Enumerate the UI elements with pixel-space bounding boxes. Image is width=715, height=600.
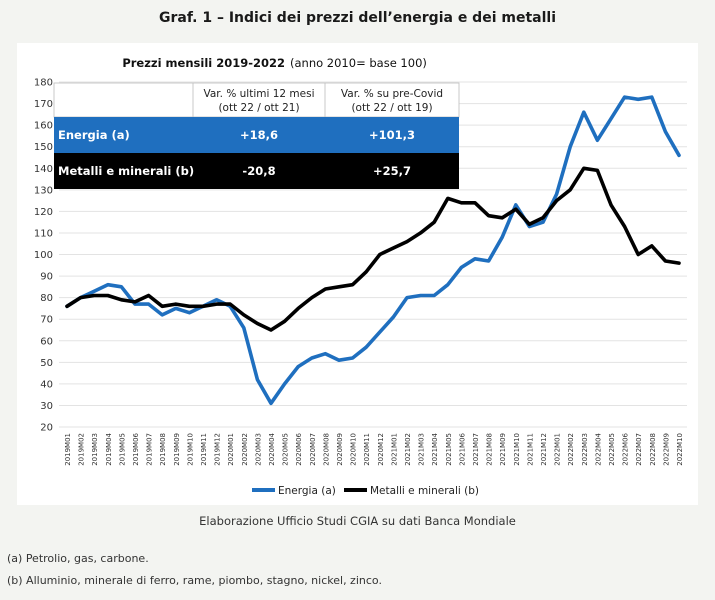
x-tick-label: 2020M02 xyxy=(241,433,249,466)
x-tick-label: 2022M02 xyxy=(567,433,575,466)
chart-title: Graf. 1 – Indici dei prezzi dell’energia… xyxy=(158,10,556,26)
x-tick-label: 2020M04 xyxy=(268,432,276,465)
table-row-metalli-bg xyxy=(54,153,459,189)
x-tick-label: 2020M10 xyxy=(350,433,358,466)
table-row-energia-v1: +18,6 xyxy=(240,128,278,142)
x-tick-label: 2021M10 xyxy=(513,433,521,466)
x-tick-label: 2022M10 xyxy=(676,433,684,466)
x-tick-label: 2021M08 xyxy=(486,433,494,466)
x-tick-label: 2019M05 xyxy=(118,433,126,466)
x-tick-label: 2021M09 xyxy=(499,433,507,466)
source-caption: Elaborazione Ufficio Studi CGIA su dati … xyxy=(199,514,516,528)
x-tick-label: 2020M06 xyxy=(295,432,303,465)
series-line-energia xyxy=(65,95,681,406)
x-tick-label: 2020M01 xyxy=(227,433,235,466)
table-row-energia-bg xyxy=(54,117,459,153)
y-tick-label: 130 xyxy=(34,185,53,196)
legend-metalli-label: Metalli e minerali (b) xyxy=(370,485,479,497)
x-tick-label: 2021M06 xyxy=(458,432,466,465)
x-tick-label: 2021M04 xyxy=(431,432,439,465)
x-tick-label: 2019M03 xyxy=(91,433,99,466)
table-row-energia-label: Energia (a) xyxy=(58,128,130,142)
x-tick-label: 2019M09 xyxy=(173,433,181,466)
x-tick-label: 2019M02 xyxy=(78,433,86,466)
series-line-metalli xyxy=(65,166,681,332)
line-chart: Prezzi mensili 2019-2022 (anno 2010= bas… xyxy=(34,56,687,497)
legend-energia-label: Energia (a) xyxy=(278,485,336,497)
y-tick-label: 90 xyxy=(40,272,53,283)
summary-table: Var. % ultimi 12 mesi (ott 22 / ott 21) … xyxy=(53,82,460,189)
table-header-col1-line1: Var. % ultimi 12 mesi xyxy=(203,88,314,100)
table-header-col2-line1: Var. % su pre-Covid xyxy=(341,88,443,100)
table-row-metalli-v1: -20,8 xyxy=(242,164,275,178)
y-tick-label: 170 xyxy=(34,99,53,110)
table-header-bg xyxy=(53,82,460,118)
y-tick-label: 140 xyxy=(34,164,53,175)
x-tick-label: 2019M12 xyxy=(214,433,222,466)
y-tick-label: 80 xyxy=(40,293,53,304)
y-tick-label: 100 xyxy=(34,250,53,261)
x-tick-label: 2021M11 xyxy=(526,433,534,466)
x-tick-label: 2020M11 xyxy=(363,433,371,466)
table-row-energia-v2: +101,3 xyxy=(369,128,415,142)
x-tick-label: 2022M05 xyxy=(608,433,616,466)
x-tick-label: 2019M11 xyxy=(200,433,208,466)
x-tick-label: 2019M07 xyxy=(146,433,154,466)
footnote-a: (a) Petrolio, gas, carbone. xyxy=(7,552,149,565)
chart-panel: Prezzi mensili 2019-2022 (anno 2010= bas… xyxy=(17,43,698,505)
x-tick-label: 2019M04 xyxy=(105,432,113,465)
x-tick-label: 2022M01 xyxy=(554,433,562,466)
x-tick-label: 2019M06 xyxy=(132,432,140,465)
y-tick-label: 50 xyxy=(40,358,53,369)
y-tick-label: 60 xyxy=(40,336,53,347)
y-tick-label: 120 xyxy=(34,207,53,218)
x-tick-label: 2022M08 xyxy=(649,433,657,466)
x-tick-label: 2022M07 xyxy=(635,433,643,466)
x-tick-label: 2020M09 xyxy=(336,433,344,466)
table-row-metalli-v2: +25,7 xyxy=(373,164,411,178)
x-tick-label: 2021M07 xyxy=(472,433,480,466)
table-header-col1-line2: (ott 22 / ott 21) xyxy=(218,102,299,114)
y-tick-label: 150 xyxy=(34,142,53,153)
x-tick-label: 2020M12 xyxy=(377,433,385,466)
x-tick-label: 2021M01 xyxy=(390,433,398,466)
x-tick-label: 2021M05 xyxy=(445,433,453,466)
x-tick-label: 2020M08 xyxy=(322,433,330,466)
legend: Energia (a) Metalli e minerali (b) xyxy=(252,485,479,497)
y-tick-label: 160 xyxy=(34,121,53,132)
x-tick-label: 2021M12 xyxy=(540,433,548,466)
y-tick-label: 30 xyxy=(40,401,53,412)
x-tick-label: 2020M03 xyxy=(254,433,262,466)
plot-title: Prezzi mensili 2019-2022 xyxy=(122,56,285,70)
x-tick-label: 2022M04 xyxy=(594,432,602,465)
y-tick-label: 20 xyxy=(40,423,53,434)
plot-subtitle: (anno 2010= base 100) xyxy=(290,56,427,70)
y-tick-label: 180 xyxy=(34,78,53,89)
x-tick-label: 2020M07 xyxy=(309,433,317,466)
x-tick-label: 2019M10 xyxy=(186,433,194,466)
table-row-metalli-label: Metalli e minerali (b) xyxy=(58,164,194,178)
x-tick-label: 2022M09 xyxy=(662,433,670,466)
x-tick-label: 2021M03 xyxy=(418,433,426,466)
y-tick-label: 70 xyxy=(40,315,53,326)
x-tick-label: 2020M05 xyxy=(282,433,290,466)
x-tick-label: 2022M06 xyxy=(622,432,630,465)
x-tick-label: 2019M08 xyxy=(159,433,167,466)
y-tick-label: 40 xyxy=(40,379,53,390)
x-tick-label: 2019M01 xyxy=(64,433,72,466)
x-tick-label: 2021M02 xyxy=(404,433,412,466)
footnote-b: (b) Alluminio, minerale di ferro, rame, … xyxy=(7,574,382,587)
x-tick-label: 2022M03 xyxy=(581,433,589,466)
y-tick-label: 110 xyxy=(34,228,53,239)
table-header-col2-line2: (ott 22 / ott 19) xyxy=(351,102,432,114)
